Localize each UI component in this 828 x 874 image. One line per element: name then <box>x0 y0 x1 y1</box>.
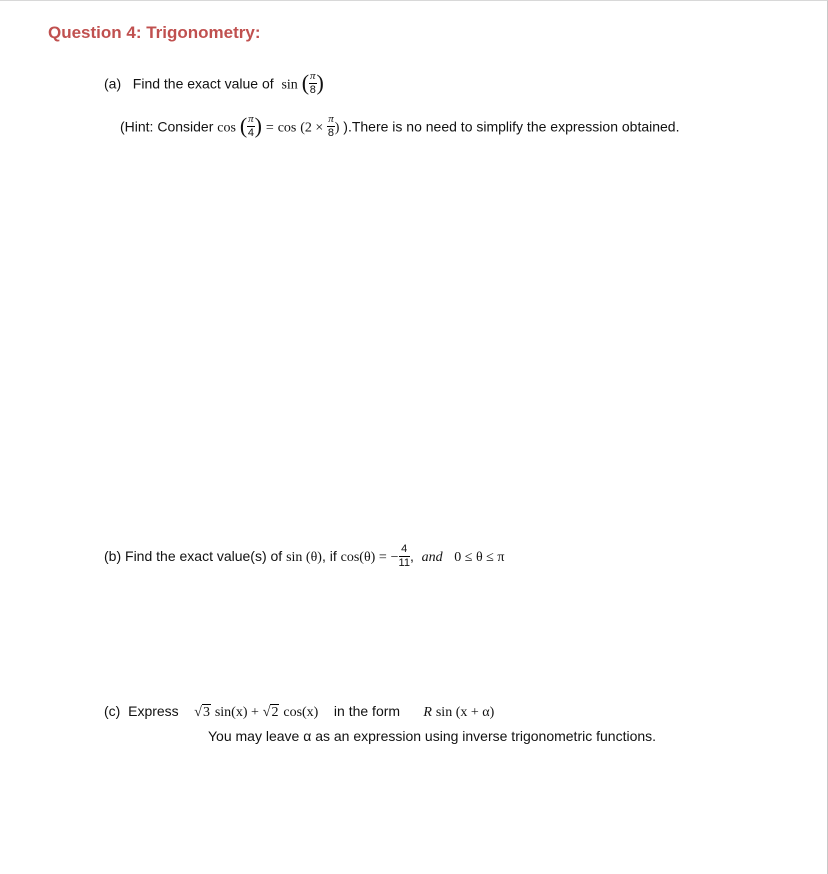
frac-num-4: 4 <box>399 544 410 557</box>
cos-theta-eq: cos(θ) = <box>341 551 387 566</box>
hint-prefix: (Hint: Consider <box>120 118 213 134</box>
frac-num-2: π <box>247 114 255 127</box>
express-word: Express <box>128 703 179 719</box>
rparen-2: ) <box>255 113 262 138</box>
frac-den-3: 8 <box>327 127 335 139</box>
sqrt-2: √2 <box>263 702 280 724</box>
frac-num: π <box>309 71 317 84</box>
lparen-2: ( <box>240 113 247 138</box>
minus-sign: − <box>391 551 399 566</box>
part-c-line2: You may leave α as an expression using i… <box>208 725 799 747</box>
part-b-text: Find the exact value(s) of <box>125 549 282 565</box>
sin-theta: sin (θ) <box>286 551 322 566</box>
hint-suffix: ).There is no need to simplify the expre… <box>343 118 679 134</box>
cosx: cos(x) <box>283 705 318 720</box>
sin-func: sin <box>281 77 297 92</box>
R-symbol: R <box>423 705 432 720</box>
part-b-label: (b) <box>104 549 121 565</box>
fraction-pi-4: π 4 <box>247 114 255 139</box>
part-a: (a) Find the exact value of sin ( π 8 ) <box>104 67 799 102</box>
cos-func-1: cos <box>217 120 236 135</box>
equals: = <box>266 120 274 135</box>
part-a-text: Find the exact value of <box>133 75 274 91</box>
sqrt2-radicand: 2 <box>270 704 279 720</box>
frac-den: 8 <box>309 84 317 96</box>
fraction-pi-8: π 8 <box>309 71 317 96</box>
question-title: Question 4: Trigonometry: <box>48 23 799 43</box>
theta-range: 0 ≤ θ ≤ π <box>454 551 504 566</box>
part-a-label: (a) <box>104 75 121 91</box>
sinx-plus: sin(x) + <box>215 705 259 720</box>
sin-x-alpha: sin (x + α) <box>436 705 494 720</box>
comma-b: , <box>410 549 414 565</box>
rparen: ) <box>317 70 324 95</box>
page: Question 4: Trigonometry: (a) Find the e… <box>0 0 828 874</box>
lparen: ( <box>302 70 309 95</box>
part-c-label: (c) <box>104 703 120 719</box>
part-c: (c) Express √3 sin(x) + √2 cos(x) in the… <box>104 700 799 747</box>
sqrt3-radicand: 3 <box>202 704 211 720</box>
in-the-form: in the form <box>334 703 400 719</box>
fraction-pi-8-b: π 8 <box>327 114 335 139</box>
frac-num-3: π <box>327 114 335 127</box>
frac-den-4: 11 <box>399 557 410 569</box>
and-word: and <box>422 551 443 566</box>
part-b: (b) Find the exact value(s) of sin (θ), … <box>104 545 799 570</box>
rparen-3: ) <box>335 120 340 135</box>
comma-if: , if <box>322 549 337 565</box>
fraction-4-11: 4 11 <box>399 544 410 569</box>
frac-den-2: 4 <box>247 127 255 139</box>
part-a-hint: (Hint: Consider cos ( π 4 ) = cos (2 × π… <box>120 110 799 145</box>
two-times: 2 × <box>305 120 323 135</box>
cos-func-2: cos <box>278 120 297 135</box>
sqrt-3: √3 <box>194 702 211 724</box>
